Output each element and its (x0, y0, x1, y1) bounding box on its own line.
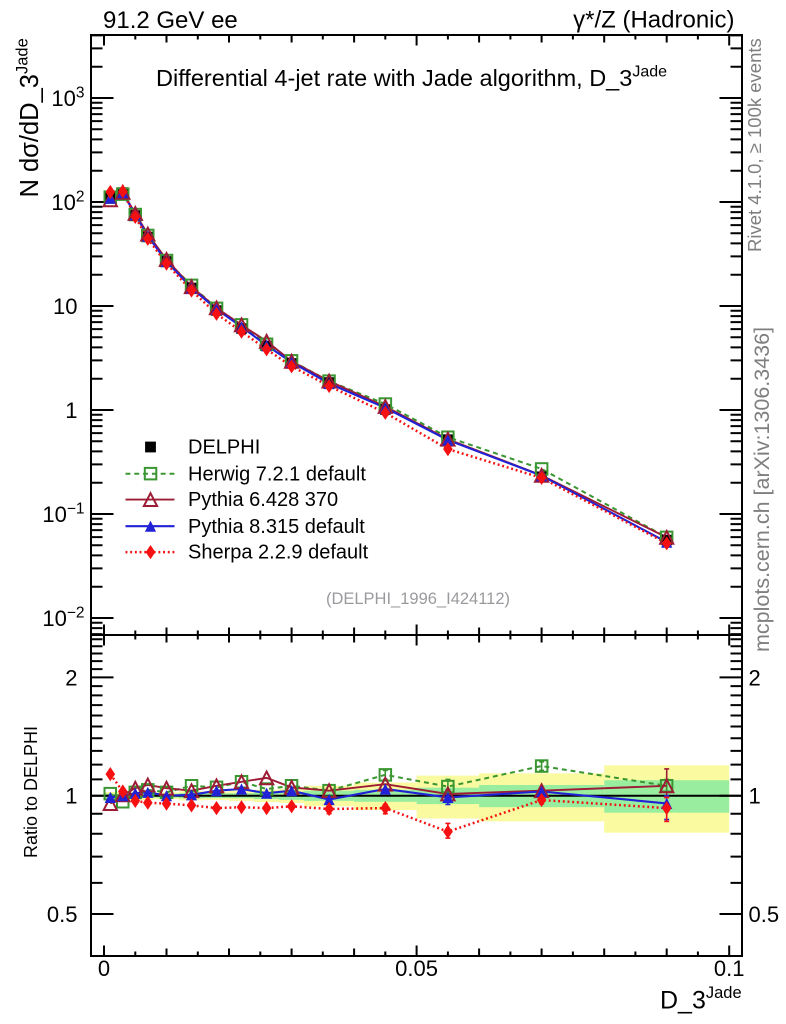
svg-text:0.5: 0.5 (47, 902, 78, 927)
svg-text:10−1: 10−1 (42, 501, 84, 528)
svg-text:10−2: 10−2 (42, 605, 84, 632)
svg-text:Sherpa 2.2.9 default: Sherpa 2.2.9 default (188, 542, 369, 564)
svg-text:1: 1 (65, 398, 77, 423)
svg-text:0.5: 0.5 (749, 902, 780, 927)
svg-text:mcplots.cern.ch [arXiv:1306.34: mcplots.cern.ch [arXiv:1306.3436] (750, 327, 774, 652)
svg-text:0: 0 (98, 956, 110, 981)
svg-text:1: 1 (749, 784, 761, 809)
svg-text:Herwig 7.2.1 default: Herwig 7.2.1 default (188, 463, 366, 485)
svg-text:Ratio to DELPHI: Ratio to DELPHI (21, 726, 41, 858)
svg-text:Rivet 4.1.0, ≥ 100k events: Rivet 4.1.0, ≥ 100k events (744, 38, 765, 252)
svg-text:D_3Jade: D_3Jade (660, 984, 742, 1015)
svg-text:Pythia 6.428 370: Pythia 6.428 370 (188, 489, 338, 511)
svg-text:0.05: 0.05 (395, 956, 438, 981)
svg-text:0.1: 0.1 (714, 956, 745, 981)
svg-text:γ*/Z (Hadronic): γ*/Z (Hadronic) (573, 7, 734, 34)
svg-text:1: 1 (65, 784, 77, 809)
svg-text:91.2 GeV ee: 91.2 GeV ee (103, 7, 238, 34)
svg-text:Differential 4-jet rate with J: Differential 4-jet rate with Jade algori… (156, 64, 667, 92)
svg-text:2: 2 (65, 665, 77, 690)
svg-text:Pythia 8.315 default: Pythia 8.315 default (188, 516, 365, 538)
svg-text:DELPHI: DELPHI (188, 437, 260, 459)
svg-text:(DELPHI_1996_I424112): (DELPHI_1996_I424112) (326, 590, 510, 608)
svg-text:2: 2 (749, 665, 761, 690)
svg-text:10: 10 (53, 294, 77, 319)
